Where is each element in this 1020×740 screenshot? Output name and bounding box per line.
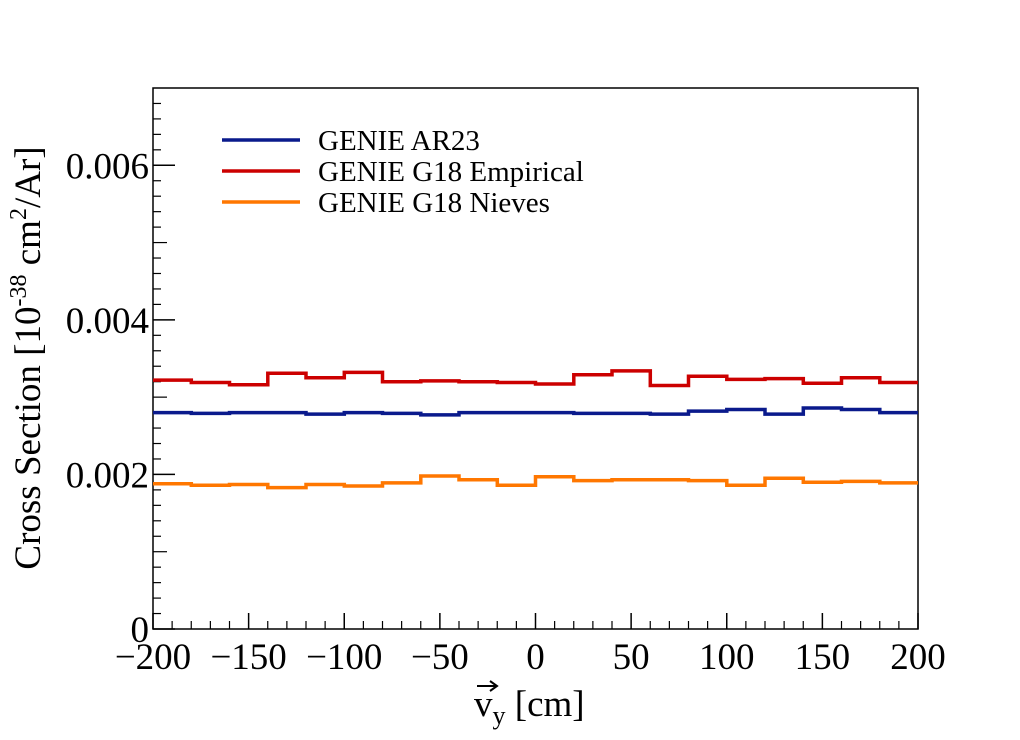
x-tick-label: −50: [411, 637, 469, 678]
axis-ticks: [152, 102, 919, 630]
series-line-3: [153, 474, 918, 490]
y-axis-label-exp: -38: [6, 275, 32, 307]
y-tick-label: 0.002: [66, 455, 149, 496]
y-tick-label: 0.006: [66, 146, 149, 187]
svg-text:vy [cm]: vy [cm]: [474, 684, 585, 730]
x-tick-label: −100: [306, 637, 382, 678]
series-group: [153, 369, 918, 490]
x-tick-labels: −200 −150 −100 −50 0 50 100 150 200: [115, 637, 946, 678]
x-tick-label: −200: [115, 637, 191, 678]
x-tick-label: 150: [795, 637, 851, 678]
legend-label: GENIE AR23: [318, 125, 480, 157]
y-tick-labels: 0 0.002 0.004 0.006: [66, 146, 149, 651]
x-axis-label-main: v: [474, 684, 493, 725]
y-axis-label-prefix: Cross Section [10: [8, 307, 49, 570]
x-tick-label: −150: [210, 637, 286, 678]
x-tick-label: 50: [613, 637, 650, 678]
y-tick-label: 0.004: [66, 301, 149, 342]
series-line-1: [153, 406, 918, 417]
x-tick-label: 0: [526, 637, 545, 678]
x-axis-label: vy [cm]: [474, 680, 585, 730]
y-axis-label-exp2: 2: [6, 208, 32, 220]
vector-arrow-icon: [477, 680, 499, 692]
y-tick-label: 0: [131, 610, 150, 651]
series-line-2: [153, 369, 918, 388]
x-axis-label-unit: [cm]: [506, 684, 585, 725]
legend-label: GENIE G18 Empirical: [318, 156, 584, 188]
y-axis-label-suffix: /Ar]: [8, 146, 49, 208]
y-axis-label: Cross Section [10-38 cm2/Ar]: [6, 146, 49, 569]
x-tick-label: 200: [890, 637, 946, 678]
x-axis-label-sub: y: [493, 701, 506, 730]
x-tick-label: 100: [699, 637, 755, 678]
legend-label: GENIE G18 Nieves: [318, 187, 550, 219]
y-axis-label-mid: cm: [8, 220, 49, 275]
